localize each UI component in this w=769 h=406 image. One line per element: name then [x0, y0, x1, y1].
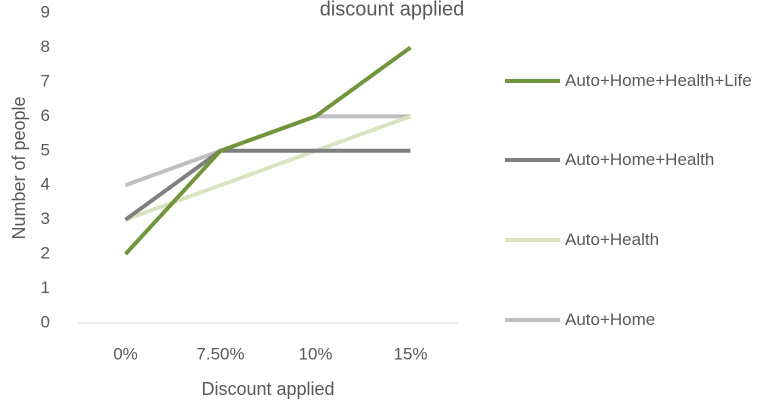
y-tick-label: 8	[41, 37, 50, 56]
x-axis-title: Discount applied	[201, 379, 334, 399]
y-tick-label: 0	[41, 312, 50, 331]
series-line	[124, 148, 411, 222]
y-tick-label: 7	[41, 71, 50, 90]
x-tick-label: 15%	[393, 344, 427, 363]
y-tick-label: 3	[41, 209, 50, 228]
y-tick-label: 9	[41, 2, 50, 21]
legend-label: Auto+Home+Health	[565, 150, 715, 169]
legend-label: Auto+Home+Health+Life	[565, 71, 752, 90]
y-tick-label: 1	[41, 278, 50, 297]
legend-label: Auto+Health	[565, 230, 660, 249]
y-tick-label: 6	[41, 106, 50, 125]
chart-title: discount applied	[320, 0, 465, 20]
x-tick-label: 0%	[113, 344, 138, 363]
y-axis-title: Number of people	[9, 96, 29, 239]
x-tick-label: 7.50%	[196, 344, 244, 363]
y-tick-label: 2	[41, 244, 50, 263]
x-tick-label: 10%	[298, 344, 332, 363]
series-line	[124, 45, 412, 256]
legend-label: Auto+Home	[565, 310, 656, 329]
y-tick-label: 5	[41, 140, 50, 159]
y-tick-label: 4	[41, 175, 50, 194]
